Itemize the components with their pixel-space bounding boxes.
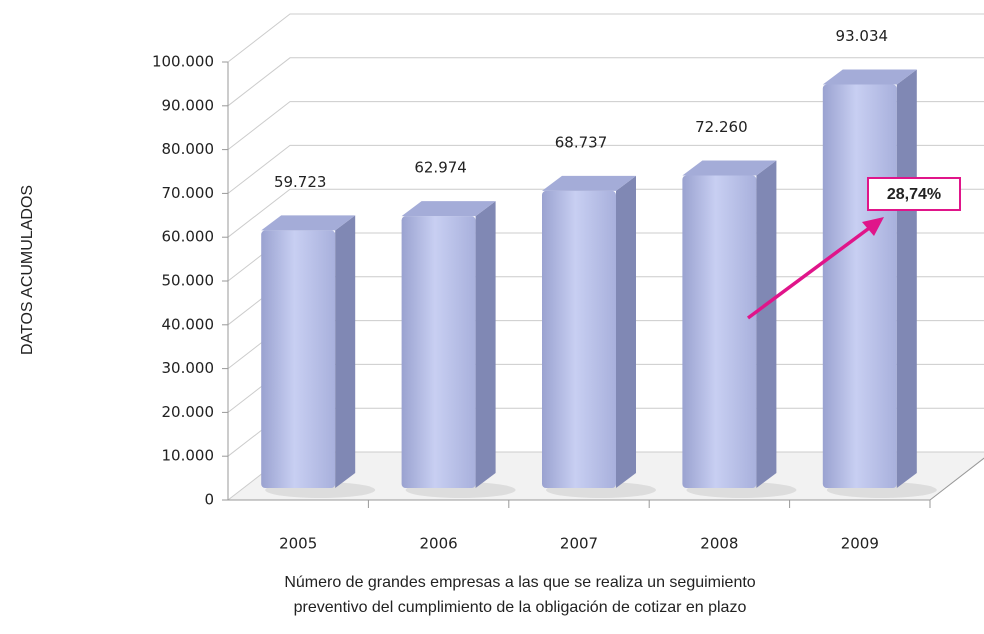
x-axis-label: preventivo del cumplimiento de la obliga… (294, 599, 747, 616)
plot-area: 0 10.000 20.000 30.000 40.000 50.000 60.000 70.… (152, 13, 984, 553)
y-tick-label: 50.000 (162, 272, 215, 290)
value-label: 72.260 (695, 118, 748, 136)
x-tick-label: 2007 (560, 535, 598, 553)
grid-line (227, 144, 984, 194)
bar-top (401, 201, 496, 217)
x-axis-label: Número de grandes empresas a las que se … (284, 574, 755, 591)
y-tick-label: 60.000 (162, 228, 215, 246)
value-label: 93.034 (836, 27, 889, 45)
x-tick-label: 2009 (841, 535, 879, 553)
arrow (746, 224, 874, 320)
bar-top (682, 160, 777, 176)
x-tick-label: 2008 (700, 535, 738, 553)
bar (822, 84, 897, 488)
annotation: 28,74% (887, 186, 941, 203)
x-tick-label: 2005 (279, 535, 317, 553)
bar-side (475, 201, 496, 488)
x-tick-label: 2006 (420, 535, 458, 553)
y-tick-label: 20.000 (162, 403, 215, 421)
value-label: 68.737 (555, 133, 608, 151)
y-tick-label: 40.000 (162, 315, 215, 333)
grid-line (227, 13, 984, 63)
y-tick-label: 90.000 (162, 96, 215, 114)
bar-side (335, 215, 356, 488)
arrow-head (862, 217, 884, 236)
bar-side (756, 160, 777, 488)
bar (682, 175, 757, 488)
y-tick-label: 100.000 (152, 53, 214, 71)
bar-side (896, 69, 917, 488)
y-tick-label: 80.000 (162, 140, 215, 158)
value-label: 59.723 (274, 173, 327, 191)
bar-top (261, 215, 356, 231)
bar (401, 216, 476, 488)
y-tick-label: 70.000 (162, 184, 215, 202)
grid-line (227, 101, 984, 150)
y-axis-label: DATOS ACUMULADOS (19, 185, 36, 355)
value-label: 62.974 (414, 159, 467, 177)
bar-side (616, 175, 636, 488)
y-tick-label: 0 (204, 491, 214, 509)
grid-line (227, 57, 984, 107)
bar (542, 190, 616, 488)
annotation-box (867, 177, 961, 211)
bar-top (542, 175, 636, 191)
y-tick-label: 10.000 (162, 447, 215, 465)
bar-top (822, 69, 917, 85)
bar (261, 230, 336, 488)
y-tick-label: 30.000 (162, 359, 215, 377)
